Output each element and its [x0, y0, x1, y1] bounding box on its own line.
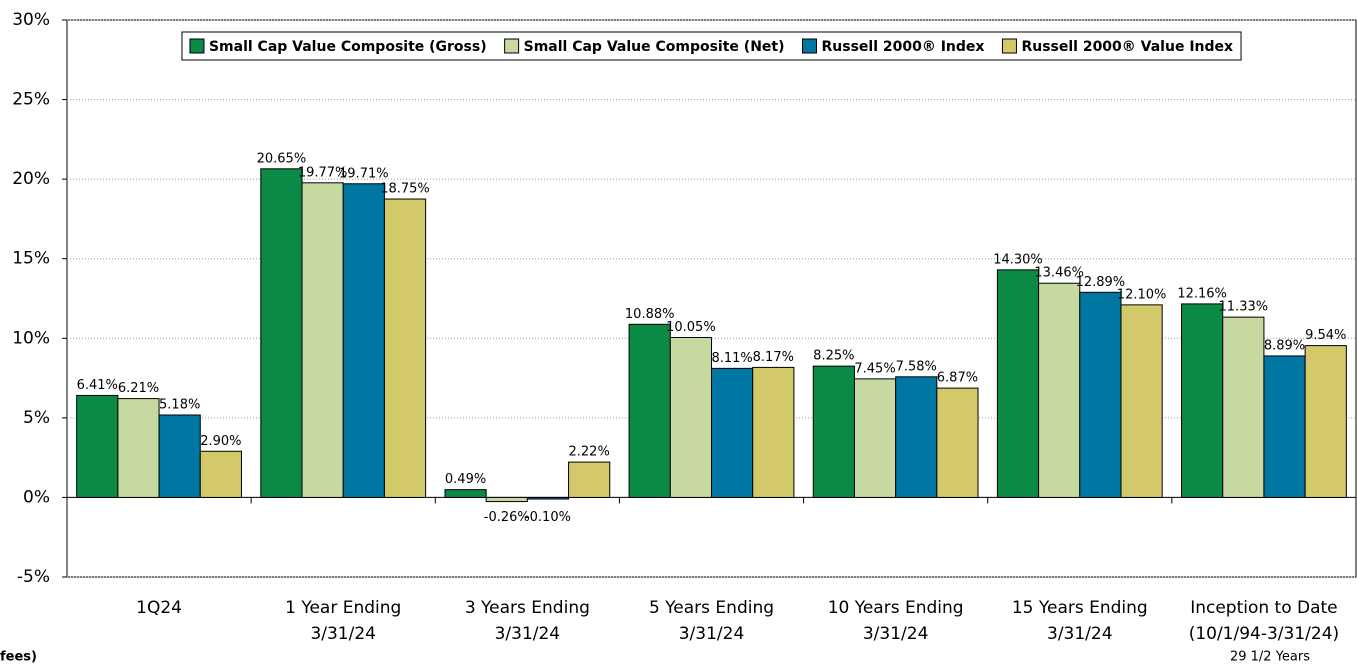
x-tick-label: 15 Years Ending [1012, 598, 1148, 618]
bar [752, 366, 795, 498]
bar [669, 336, 712, 498]
value-label: 10.05% [666, 320, 716, 335]
value-label: 7.58% [896, 359, 937, 374]
value-label: -0.26% [484, 510, 530, 525]
value-label: 11.33% [1219, 300, 1269, 315]
value-label: 9.54% [1305, 328, 1346, 343]
legend-swatch [504, 38, 520, 54]
bar [526, 496, 570, 500]
bar [568, 461, 611, 498]
x-tick-label: 1Q24 [136, 598, 182, 618]
value-label: 10.88% [625, 307, 675, 322]
legend-label: Russell 2000® Value Index [1021, 39, 1233, 55]
bar [895, 376, 938, 498]
value-label: 13.46% [1034, 266, 1084, 281]
value-label: 12.10% [1117, 287, 1167, 302]
legend-swatch [1001, 38, 1017, 54]
x-tick-label: (10/1/94-3/31/24) [1189, 624, 1339, 644]
legend-label: Russell 2000® Index [821, 39, 984, 55]
bar [117, 398, 160, 498]
y-tick-label: 5% [23, 408, 50, 428]
x-tick-label: 3/31/24 [495, 624, 561, 644]
bar [936, 387, 979, 498]
x-tick-label: 3/31/24 [679, 624, 745, 644]
bar [1120, 304, 1163, 498]
bar [76, 394, 119, 498]
x-tick-label: 3/31/24 [1047, 624, 1113, 644]
y-tick-label: -5% [17, 567, 50, 587]
value-label: 19.77% [298, 165, 348, 180]
bar [628, 323, 671, 498]
legend-label: Small Cap Value Composite (Gross) [209, 39, 487, 55]
x-tick-label: 3/31/24 [863, 624, 929, 644]
bar [1079, 291, 1122, 498]
value-label: 18.75% [380, 182, 430, 197]
legend: Small Cap Value Composite (Gross) Small C… [181, 31, 1242, 61]
bar [812, 365, 855, 498]
y-tick-label: 10% [12, 328, 50, 348]
value-label: 19.71% [339, 166, 389, 181]
x-tick-label: 5 Years Ending [649, 598, 774, 618]
x-tick-label: 3 Years Ending [465, 598, 590, 618]
value-label: 6.41% [77, 378, 118, 393]
legend-box [181, 31, 1242, 61]
bar [383, 198, 427, 498]
value-label: 8.89% [1264, 338, 1305, 353]
bar [996, 269, 1040, 498]
y-tick-label: 20% [12, 169, 50, 189]
value-label: 2.22% [569, 445, 610, 460]
bar [1181, 303, 1224, 498]
bar [199, 450, 242, 498]
bar [158, 414, 201, 498]
y-tick-label: 30% [12, 10, 50, 30]
legend-label: Small Cap Value Composite (Net) [524, 39, 785, 55]
value-label: 12.89% [1076, 275, 1126, 290]
value-label: 8.11% [711, 351, 752, 366]
value-label: 20.65% [257, 151, 307, 166]
bar [260, 168, 303, 498]
bar [853, 378, 897, 498]
bar [1304, 345, 1347, 498]
annotation: fees) [0, 650, 37, 665]
plot-area [66, 19, 1357, 578]
bar [1263, 355, 1306, 498]
bar [711, 367, 754, 498]
x-tick-label: 3/31/24 [310, 624, 376, 644]
value-label: 8.17% [753, 350, 794, 365]
x-tick-label: 10 Years Ending [828, 598, 964, 618]
bar [1038, 282, 1081, 498]
value-label: 6.21% [118, 381, 159, 396]
bar [342, 183, 385, 498]
value-label: 5.18% [159, 397, 200, 412]
value-label: 7.45% [854, 361, 895, 376]
y-tick-label: 0% [23, 487, 50, 507]
y-tick-label: 25% [12, 90, 50, 110]
x-tick-label: Inception to Date [1190, 598, 1337, 618]
bar [1222, 316, 1265, 498]
annotation: 29 1/2 Years [1230, 650, 1310, 665]
value-label: 0.49% [445, 472, 486, 487]
bar [301, 182, 344, 498]
x-tick-label: 1 Year Ending [285, 598, 401, 618]
value-label: 12.16% [1177, 286, 1227, 301]
value-label: 2.90% [200, 434, 241, 449]
legend-swatch [801, 38, 817, 54]
y-tick-label: 15% [12, 249, 50, 269]
bar [485, 496, 528, 503]
bar [444, 489, 487, 498]
value-label: 14.30% [993, 252, 1043, 267]
value-label: 6.87% [937, 371, 978, 386]
legend-swatch [189, 38, 205, 54]
value-label: -0.10% [525, 510, 571, 525]
value-label: 8.25% [813, 349, 854, 364]
